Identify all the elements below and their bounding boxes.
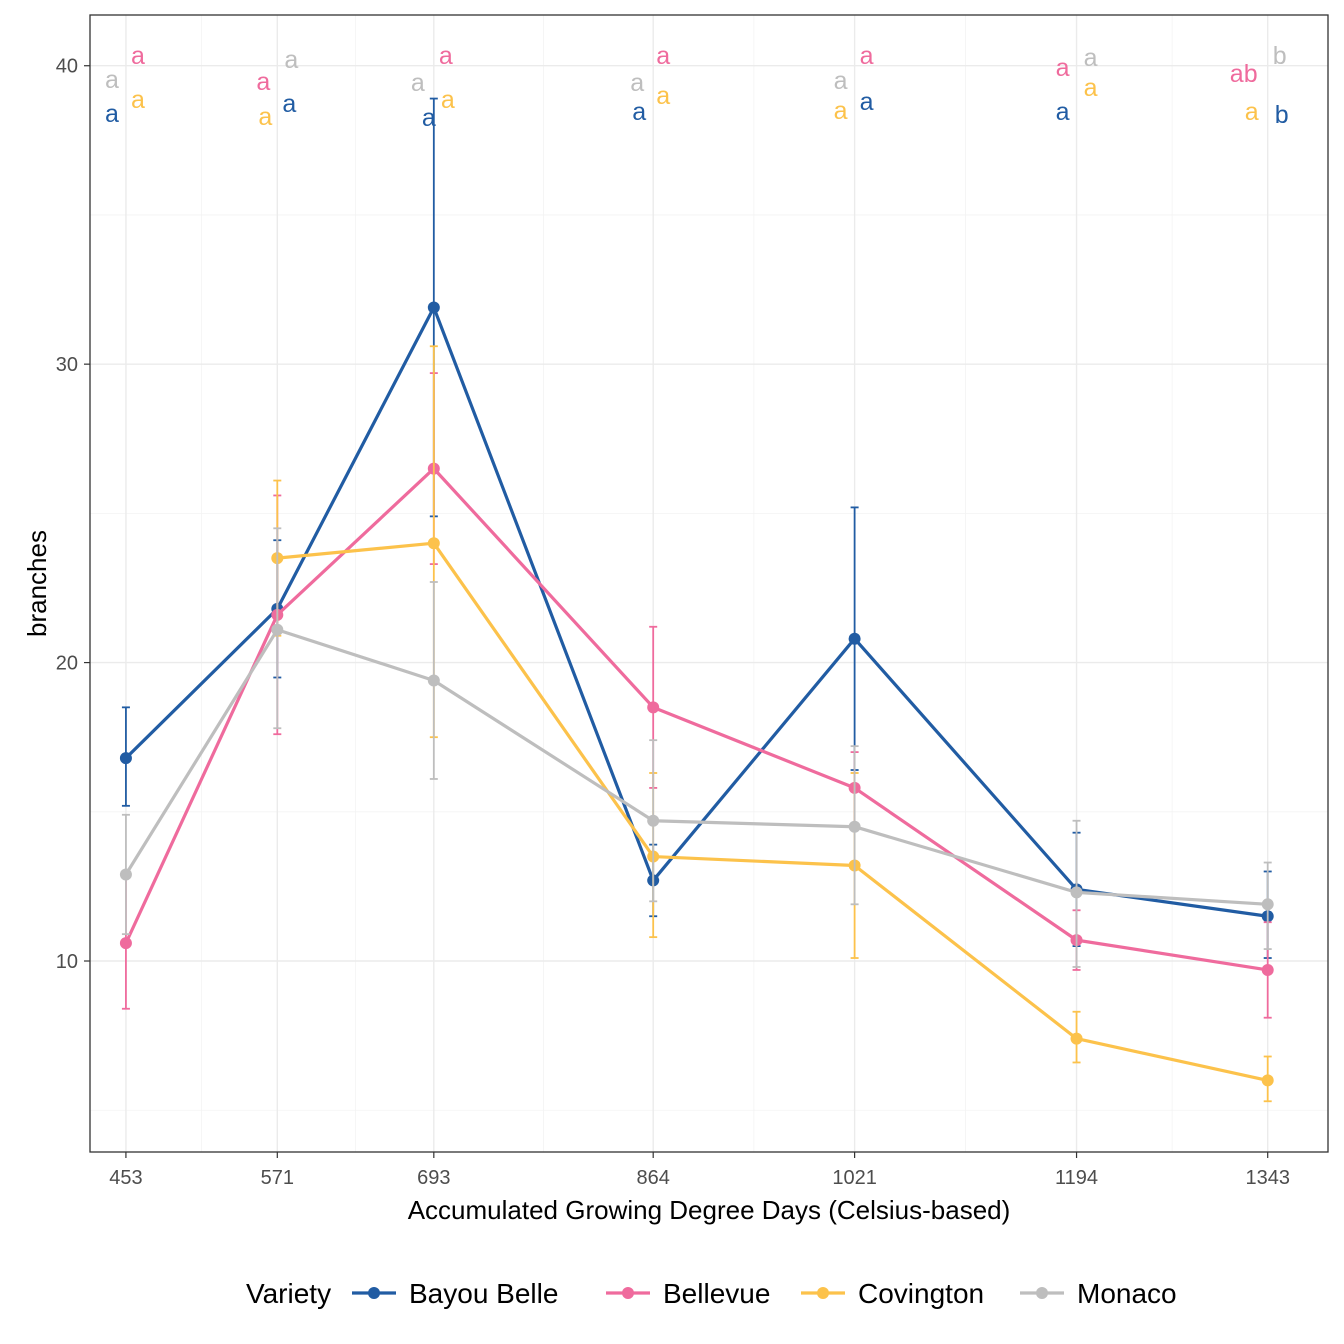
significance-letter: a — [860, 88, 874, 116]
significance-letter: a — [656, 42, 670, 70]
significance-letter: a — [284, 46, 298, 74]
data-point — [119, 937, 132, 950]
data-point — [1070, 886, 1083, 899]
legend-item: Covington — [801, 1278, 984, 1309]
significance-letter: a — [860, 42, 874, 70]
significance-letter: a — [105, 66, 119, 94]
x-tick-label: 571 — [261, 1167, 294, 1189]
significance-letter: a — [630, 69, 644, 97]
y-axis-title: branches — [22, 530, 52, 637]
x-tick-label: 864 — [637, 1167, 670, 1189]
legend-label: Bellevue — [663, 1278, 770, 1309]
x-tick-label: 693 — [417, 1167, 450, 1189]
significance-letter: b — [1275, 101, 1289, 129]
data-point — [848, 820, 861, 833]
data-point — [647, 814, 660, 827]
major-gridlines — [90, 15, 1328, 1152]
significance-letter: a — [1056, 98, 1070, 126]
series-line — [124, 628, 1268, 906]
data-point — [1261, 963, 1274, 976]
significance-letter: a — [422, 104, 436, 132]
significance-letter: a — [1084, 44, 1098, 72]
series-bayou-belle — [119, 97, 1274, 959]
data-point — [1261, 898, 1274, 911]
legend-item: Bellevue — [606, 1278, 770, 1309]
legend-key-point — [622, 1287, 634, 1299]
x-tick-label: 1343 — [1245, 1167, 1290, 1189]
legend-label: Covington — [858, 1278, 984, 1309]
significance-letter: a — [1245, 98, 1259, 126]
series-covington — [271, 345, 1274, 1103]
legend-key-point — [1036, 1287, 1048, 1299]
significance-letter: a — [282, 90, 296, 118]
data-point — [427, 537, 440, 550]
y-tick-label: 40 — [56, 56, 78, 78]
legend: Variety Bayou Belle Bellevue Covington Mona… — [246, 1278, 1177, 1309]
y-tick-label: 20 — [56, 653, 78, 675]
series-monaco — [119, 527, 1274, 968]
significance-letter: a — [1056, 54, 1070, 82]
significance-letter: a — [256, 68, 270, 96]
legend-label: Monaco — [1077, 1278, 1177, 1309]
data-point — [848, 632, 861, 645]
legend-title: Variety — [246, 1278, 331, 1309]
data-point — [119, 868, 132, 881]
minor-gridlines — [90, 15, 1328, 1152]
significance-letter: b — [1273, 42, 1287, 70]
significance-letter: ab — [1230, 60, 1258, 88]
data-point — [1261, 1074, 1274, 1087]
data-point — [119, 752, 132, 765]
series-line — [277, 541, 1269, 1082]
legend-label: Bayou Belle — [409, 1278, 558, 1309]
panel-border — [89, 14, 1329, 1153]
significance-letter: a — [258, 103, 272, 131]
significance-letter: a — [1084, 74, 1098, 102]
x-tick-label: 453 — [109, 1167, 142, 1189]
axes: 453 571 693 864 1021 1194 1343 10 20 30 40 — [56, 56, 1290, 1189]
significance-letter: a — [834, 97, 848, 125]
significance-letter: a — [441, 86, 455, 114]
x-axis-title: Accumulated Growing Degree Days (Celsius… — [408, 1195, 1011, 1225]
data-point — [271, 623, 284, 636]
significance-letter: a — [105, 100, 119, 128]
significance-letter: a — [131, 86, 145, 114]
data-point — [427, 301, 440, 314]
series-bellevue — [119, 372, 1274, 1019]
data-point — [1070, 1032, 1083, 1045]
series-line — [124, 305, 1268, 918]
y-tick-label: 10 — [56, 951, 78, 973]
significance-letter: a — [632, 98, 646, 126]
significance-letter: a — [656, 82, 670, 110]
x-tick-label: 1021 — [832, 1167, 877, 1189]
significance-letter: a — [411, 69, 425, 97]
significance-letter: a — [131, 42, 145, 70]
legend-item: Bayou Belle — [352, 1278, 558, 1309]
series-layer — [119, 97, 1274, 1103]
x-tick-label: 1194 — [1055, 1167, 1098, 1189]
legend-item: Monaco — [1020, 1278, 1177, 1309]
data-point — [427, 674, 440, 687]
legend-key-point — [817, 1287, 829, 1299]
significance-letter: a — [834, 67, 848, 95]
y-tick-label: 30 — [56, 354, 78, 376]
significance-letter: a — [439, 42, 453, 70]
data-point — [647, 701, 660, 714]
legend-key-point — [368, 1287, 380, 1299]
